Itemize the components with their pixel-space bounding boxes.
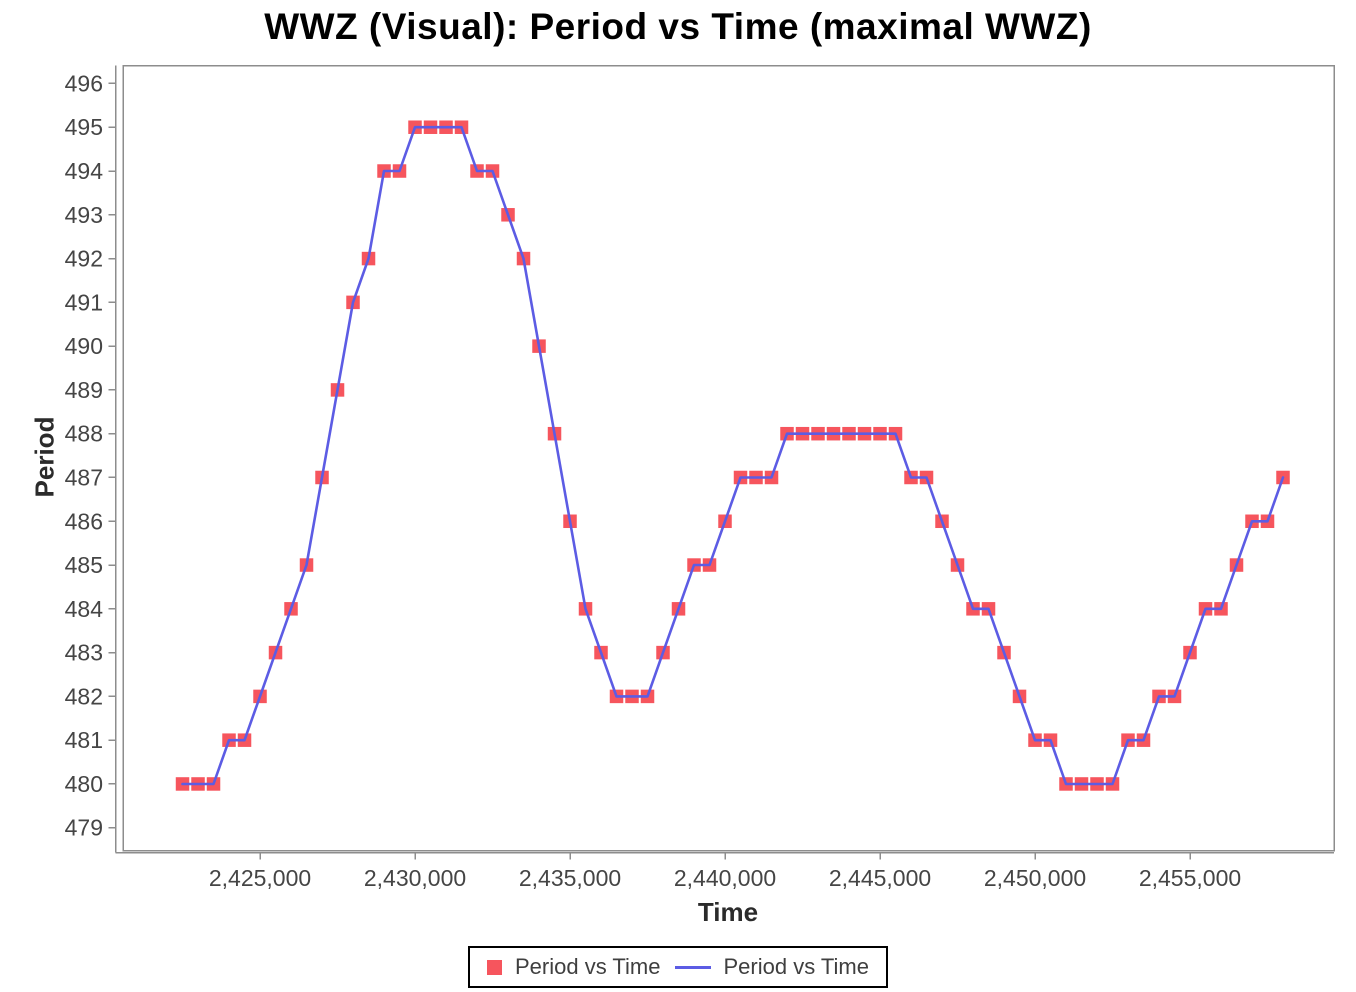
y-tick-label: 479 <box>65 815 103 841</box>
x-tick-label: 2,425,000 <box>209 865 311 891</box>
y-tick-label: 495 <box>65 114 103 140</box>
y-tick-label: 482 <box>65 683 103 709</box>
x-tick-label: 2,445,000 <box>829 865 931 891</box>
x-tick-label: 2,435,000 <box>519 865 621 891</box>
y-tick-label: 492 <box>65 246 103 272</box>
x-tick-label: 2,450,000 <box>984 865 1086 891</box>
y-tick-label: 486 <box>65 508 103 534</box>
y-tick-label: 493 <box>65 202 103 228</box>
x-tick-label: 2,455,000 <box>1139 865 1241 891</box>
legend-item-line[interactable]: Period vs Time <box>674 954 870 980</box>
y-axis-title: Period <box>29 416 60 498</box>
plot-frame <box>122 64 1335 852</box>
legend-line-label: Period vs Time <box>723 954 870 979</box>
y-tick-label: 480 <box>65 771 103 797</box>
y-tick-label: 489 <box>65 377 103 403</box>
y-tick-label: 483 <box>65 640 103 666</box>
y-tick-label: 485 <box>65 552 103 578</box>
x-axis-title: Time <box>697 897 759 927</box>
series-line <box>181 125 1285 786</box>
y-tick-label: 484 <box>65 596 104 622</box>
y-tick-label: 494 <box>65 158 104 184</box>
y-tick-label: 496 <box>65 70 103 96</box>
legend-line-swatch-icon <box>674 965 711 969</box>
x-tick-label: 2,430,000 <box>364 865 466 891</box>
y-tick-label: 481 <box>65 727 103 753</box>
y-tick-label: 490 <box>65 333 103 359</box>
legend-item-markers[interactable]: Period vs Time <box>487 954 661 980</box>
legend: Period vs Time Period vs Time <box>468 946 888 988</box>
y-tick-label: 488 <box>65 421 103 447</box>
y-tick-label: 487 <box>65 464 103 490</box>
legend-marker-label: Period vs Time <box>515 954 661 979</box>
chart-title: WWZ (Visual): Period vs Time (maximal WW… <box>264 6 1092 47</box>
y-tick-label: 491 <box>65 289 103 315</box>
legend-marker-swatch-icon <box>487 959 502 975</box>
x-tick-label: 2,440,000 <box>674 865 776 891</box>
